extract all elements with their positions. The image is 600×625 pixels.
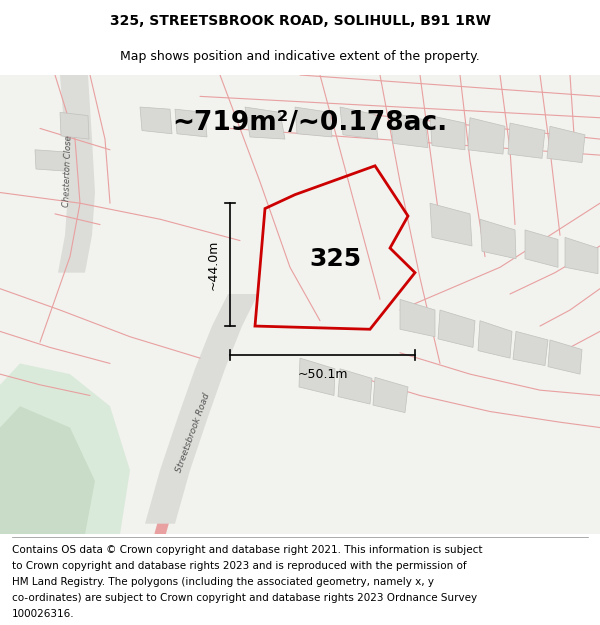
Polygon shape — [565, 238, 598, 274]
Text: 325: 325 — [309, 247, 361, 271]
Polygon shape — [0, 75, 600, 534]
Polygon shape — [438, 310, 475, 348]
Polygon shape — [478, 321, 512, 358]
Polygon shape — [480, 219, 516, 259]
Text: 325, STREETSBROOK ROAD, SOLIHULL, B91 1RW: 325, STREETSBROOK ROAD, SOLIHULL, B91 1R… — [110, 14, 490, 28]
Polygon shape — [547, 126, 585, 162]
Polygon shape — [35, 150, 66, 171]
Polygon shape — [373, 378, 408, 412]
Text: ~44.0m: ~44.0m — [207, 239, 220, 290]
Polygon shape — [548, 340, 582, 374]
Polygon shape — [513, 331, 548, 366]
Text: HM Land Registry. The polygons (including the associated geometry, namely x, y: HM Land Registry. The polygons (includin… — [12, 577, 434, 587]
Text: Contains OS data © Crown copyright and database right 2021. This information is : Contains OS data © Crown copyright and d… — [12, 545, 482, 555]
Polygon shape — [140, 107, 172, 134]
Polygon shape — [175, 109, 207, 137]
Polygon shape — [0, 406, 95, 534]
Text: Streetsbrook Road: Streetsbrook Road — [175, 392, 212, 474]
Text: 100026316.: 100026316. — [12, 609, 74, 619]
Polygon shape — [400, 299, 435, 337]
Polygon shape — [145, 294, 258, 524]
Polygon shape — [508, 123, 545, 158]
Polygon shape — [58, 75, 95, 272]
Polygon shape — [468, 118, 505, 154]
Polygon shape — [295, 107, 332, 137]
Text: Chesterton Close: Chesterton Close — [62, 135, 74, 207]
Text: co-ordinates) are subject to Crown copyright and database rights 2023 Ordnance S: co-ordinates) are subject to Crown copyr… — [12, 593, 477, 603]
Polygon shape — [430, 116, 465, 150]
Polygon shape — [390, 112, 428, 148]
Polygon shape — [245, 107, 285, 139]
Polygon shape — [0, 364, 130, 534]
Polygon shape — [299, 358, 335, 396]
Polygon shape — [60, 112, 89, 139]
Text: ~50.1m: ~50.1m — [297, 368, 348, 381]
Polygon shape — [525, 230, 558, 268]
Polygon shape — [338, 369, 372, 404]
Text: to Crown copyright and database rights 2023 and is reproduced with the permissio: to Crown copyright and database rights 2… — [12, 561, 467, 571]
Polygon shape — [430, 203, 472, 246]
Text: ~719m²/~0.178ac.: ~719m²/~0.178ac. — [172, 110, 448, 136]
Polygon shape — [340, 107, 378, 139]
Text: Map shows position and indicative extent of the property.: Map shows position and indicative extent… — [120, 50, 480, 62]
